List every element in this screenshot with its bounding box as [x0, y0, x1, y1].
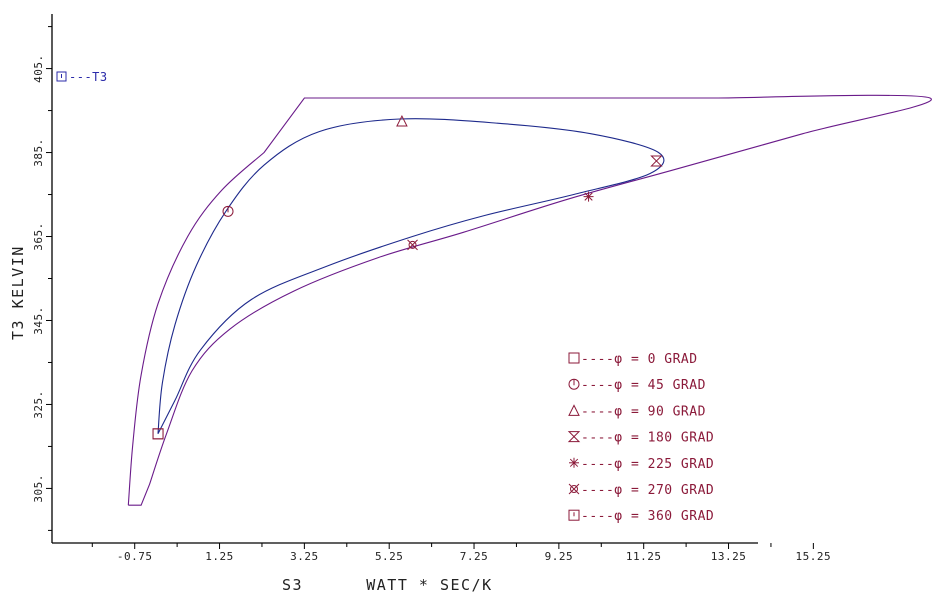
- legend-label: ----φ = 180 GRAD: [581, 431, 714, 446]
- x-tick-label: 13.25: [711, 550, 747, 563]
- legend-hourglass-icon: [567, 431, 581, 443]
- legend-label: ----φ = 270 GRAD: [581, 483, 714, 498]
- legend-square-icon: [568, 352, 580, 364]
- legend: ----φ = 0 GRAD ----φ = 45 GRAD ----φ = 90 …: [567, 352, 714, 524]
- x-tick-label: 9.25: [545, 550, 574, 563]
- x-tick-label: 15.25: [796, 550, 832, 563]
- data-marker-circle: [222, 205, 234, 217]
- series-label-t3: ---T3: [56, 70, 108, 84]
- ticks: [46, 26, 814, 549]
- y-tick-label: 405.: [32, 54, 45, 83]
- y-axis-title: T3 KELVIN: [9, 245, 27, 340]
- data-marker-asterisk: [583, 191, 594, 202]
- legend-entry: ----φ = 0 GRAD: [568, 352, 698, 367]
- x-tick-label: -0.75: [117, 550, 153, 563]
- data-marker-crossed-circle: [407, 239, 418, 251]
- legend-asterisk-icon: [569, 457, 579, 468]
- y-tick-label: 385.: [32, 138, 45, 167]
- y-tick-label: 305.: [32, 474, 45, 503]
- legend-triangle-icon: [568, 404, 580, 416]
- legend-entry: ----φ = 225 GRAD: [569, 457, 714, 472]
- legend-entry: ----φ = 270 GRAD: [568, 483, 714, 498]
- legend-crossed-circle-icon: [568, 483, 580, 495]
- x-tick-label: 1.25: [205, 550, 234, 563]
- x-axis-title: S3 WATT * SEC/K: [282, 576, 493, 594]
- y-tick-label: 345.: [32, 306, 45, 335]
- y-tick-label: 325.: [32, 390, 45, 419]
- legend-square-dot-icon: [568, 509, 580, 521]
- legend-entry: ----φ = 45 GRAD: [568, 378, 706, 393]
- legend-entry: ----φ = 360 GRAD: [568, 509, 714, 524]
- x-tick-label: 7.25: [460, 550, 489, 563]
- legend-entry: ----φ = 180 GRAD: [567, 431, 714, 446]
- tick-labels: -0.75 1.25 3.25 5.25 7.25 9.25 11.25 13.25 15.25…: [32, 54, 831, 563]
- data-marker-hourglass: [650, 155, 663, 167]
- x-tick-label: 5.25: [375, 550, 404, 563]
- legend-entry: ----φ = 90 GRAD: [568, 404, 706, 419]
- outer-curve: [127, 94, 932, 506]
- x-tick-label: 11.25: [626, 550, 662, 563]
- legend-label: ----φ = 0 GRAD: [581, 352, 698, 367]
- series-label-text: ---T3: [69, 70, 108, 84]
- markers: [152, 114, 663, 440]
- inner-curve: [157, 118, 665, 435]
- legend-circle-icon: [568, 378, 580, 390]
- series-label-square-icon: [56, 71, 67, 82]
- legend-label: ----φ = 360 GRAD: [581, 509, 714, 524]
- legend-label: ----φ = 45 GRAD: [581, 378, 706, 393]
- x-tick-label: 3.25: [290, 550, 319, 563]
- data-marker-triangle: [396, 114, 408, 127]
- legend-label: ----φ = 225 GRAD: [581, 457, 714, 472]
- y-tick-label: 365.: [32, 222, 45, 251]
- data-marker-square: [152, 428, 164, 440]
- curves: [127, 94, 932, 506]
- legend-label: ----φ = 90 GRAD: [581, 404, 706, 419]
